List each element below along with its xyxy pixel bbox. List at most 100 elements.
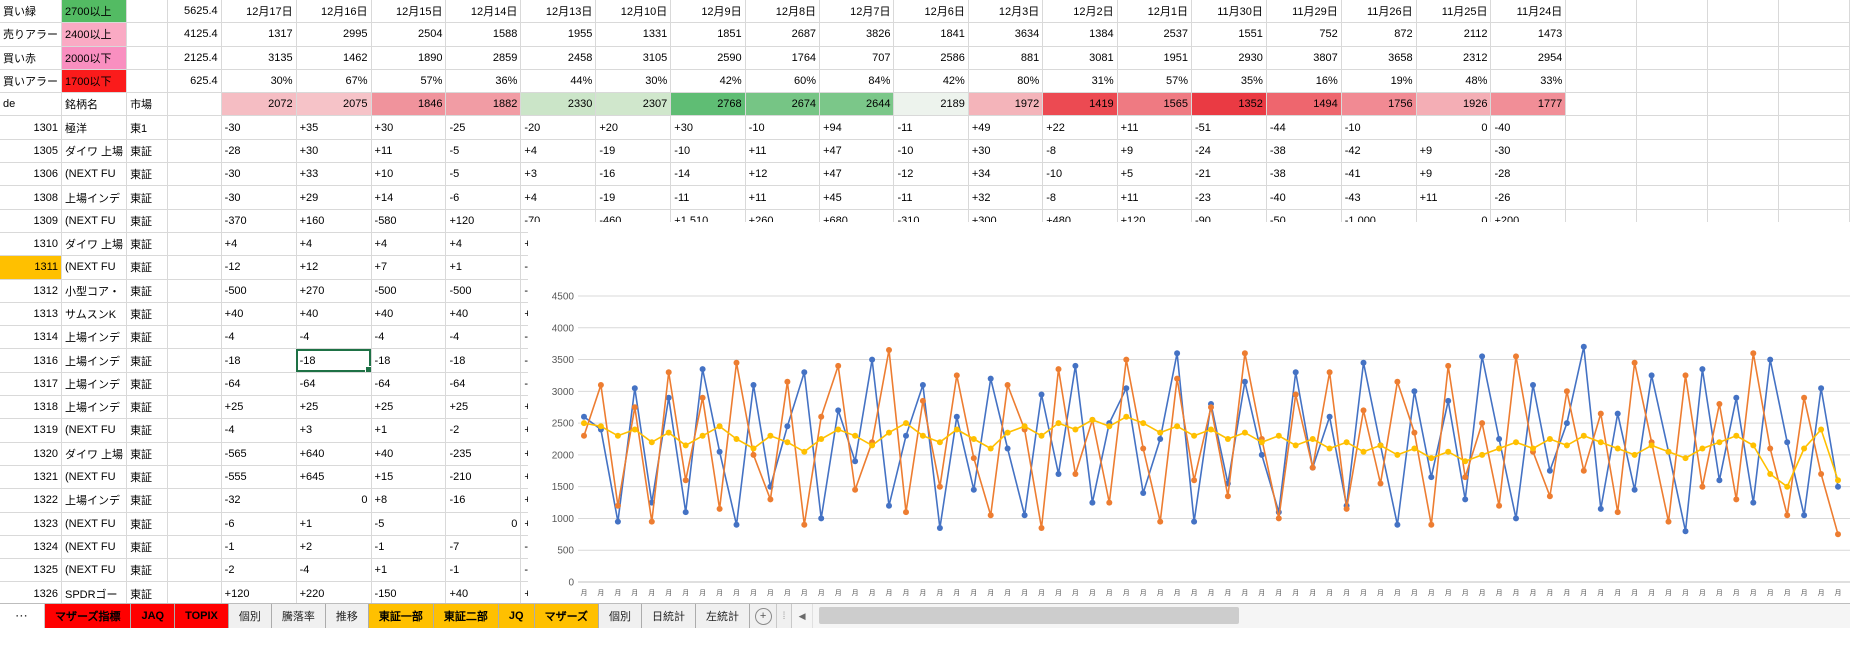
stock-code-cell[interactable]: 1309: [0, 209, 62, 233]
value-cell[interactable]: -32: [221, 488, 297, 513]
grid-cell[interactable]: 30%: [221, 69, 297, 94]
empty-cell[interactable]: [1565, 46, 1638, 70]
value-cell[interactable]: -23: [1191, 185, 1267, 210]
value-cell[interactable]: +47: [819, 139, 895, 164]
sheet-tab[interactable]: JAQ: [131, 604, 176, 628]
column-header-code[interactable]: de: [0, 92, 62, 117]
stock-code-cell[interactable]: 1314: [0, 325, 62, 350]
stock-code-cell[interactable]: 1318: [0, 395, 62, 420]
date-header-cell[interactable]: 12月9日: [670, 0, 746, 24]
value-cell[interactable]: -1: [221, 535, 297, 560]
value-cell[interactable]: +11: [1416, 185, 1492, 210]
colorscale-cell[interactable]: 1565: [1117, 92, 1193, 117]
value-cell[interactable]: -500: [371, 279, 447, 303]
value-cell[interactable]: -11: [893, 185, 969, 210]
value-cell[interactable]: +40: [221, 302, 297, 327]
grid-cell[interactable]: 42%: [893, 69, 969, 94]
value-cell[interactable]: -4: [296, 558, 372, 583]
date-header-cell[interactable]: 12月10日: [595, 0, 672, 24]
stock-name-cell[interactable]: (NEXT FU: [61, 535, 128, 560]
colorscale-cell[interactable]: 2075: [296, 92, 372, 117]
empty-cell[interactable]: [167, 185, 222, 210]
value-cell[interactable]: -6: [445, 185, 522, 210]
date-header-cell[interactable]: 12月8日: [745, 0, 821, 24]
colorscale-cell[interactable]: 2674: [745, 92, 821, 117]
colorscale-cell[interactable]: 1352: [1191, 92, 1267, 117]
value-cell[interactable]: +3: [296, 418, 372, 443]
value-cell[interactable]: +33: [296, 162, 372, 187]
stock-market-cell[interactable]: 東証: [126, 558, 168, 583]
empty-cell[interactable]: [167, 139, 222, 164]
stock-name-cell[interactable]: 極洋: [61, 115, 128, 140]
grid-cell[interactable]: 16%: [1266, 69, 1342, 94]
colorscale-cell[interactable]: 1926: [1416, 92, 1492, 117]
value-cell[interactable]: +25: [221, 395, 297, 420]
value-cell[interactable]: -51: [1191, 115, 1267, 140]
stock-market-cell[interactable]: 東証: [126, 279, 168, 303]
column-header-name[interactable]: 銘柄名: [61, 92, 128, 117]
column-header-market[interactable]: 市場: [126, 92, 168, 117]
grid-cell[interactable]: 57%: [1117, 69, 1193, 94]
stock-name-cell[interactable]: ダイワ 上場: [61, 442, 128, 466]
grid-cell[interactable]: 1764: [745, 46, 821, 70]
value-cell[interactable]: -10: [1042, 162, 1118, 187]
value-cell[interactable]: -555: [221, 465, 297, 490]
sheet-tab[interactable]: 個別: [599, 604, 643, 628]
value-cell[interactable]: -5: [445, 162, 522, 187]
grid-cell[interactable]: 2112: [1416, 22, 1492, 47]
empty-cell[interactable]: [167, 418, 222, 443]
threshold-cell[interactable]: 2700以上: [61, 0, 128, 24]
threshold-cell[interactable]: 2400以上: [61, 22, 128, 47]
stock-market-cell[interactable]: 東証: [126, 209, 168, 233]
empty-cell[interactable]: [167, 232, 222, 257]
value-cell[interactable]: -38: [1266, 162, 1342, 187]
sheet-tab[interactable]: 東証一部: [368, 604, 434, 628]
empty-cell[interactable]: [1636, 46, 1709, 70]
colorscale-cell[interactable]: 1756: [1341, 92, 1417, 117]
empty-cell[interactable]: [167, 348, 222, 373]
grid-cell[interactable]: 2504: [371, 22, 447, 47]
grid-cell[interactable]: 1331: [595, 22, 672, 47]
value-cell[interactable]: -38: [1266, 139, 1342, 164]
empty-cell[interactable]: [1636, 0, 1709, 24]
value-cell[interactable]: -5: [445, 139, 522, 164]
stock-name-cell[interactable]: 小型コア・: [61, 279, 128, 303]
stock-market-cell[interactable]: 東証: [126, 232, 168, 257]
value-cell[interactable]: +2: [296, 535, 372, 560]
empty-cell[interactable]: [1707, 22, 1779, 47]
threshold-cell[interactable]: 2000以下: [61, 46, 128, 70]
value-cell[interactable]: +3: [520, 162, 597, 187]
value-cell[interactable]: -10: [893, 139, 969, 164]
stock-market-cell[interactable]: 東1: [126, 115, 168, 140]
grid-cell[interactable]: 3135: [221, 46, 297, 70]
grid-cell[interactable]: 2995: [296, 22, 372, 47]
value-cell[interactable]: +1: [371, 558, 447, 583]
stock-code-cell[interactable]: 1325: [0, 558, 62, 583]
value-cell[interactable]: +12: [745, 162, 821, 187]
empty-cell[interactable]: [167, 465, 222, 490]
embedded-chart[interactable]: 0 500 1000 1500 2000 2500 3000 3500 4000 4500 月 月 月 月…: [528, 222, 1850, 603]
stock-code-cell[interactable]: 1326: [0, 581, 62, 603]
stock-market-cell[interactable]: 東証: [126, 139, 168, 164]
value-cell[interactable]: -40: [1490, 115, 1567, 140]
value-cell[interactable]: +120: [445, 209, 522, 233]
date-header-cell[interactable]: 12月6日: [893, 0, 969, 24]
value-cell[interactable]: +25: [296, 395, 372, 420]
value-cell[interactable]: +220: [296, 581, 372, 603]
empty-cell[interactable]: [1636, 162, 1709, 187]
empty-cell[interactable]: [1565, 92, 1638, 117]
empty-cell[interactable]: [1565, 115, 1638, 140]
value-cell[interactable]: -64: [221, 372, 297, 397]
value-cell[interactable]: -2: [445, 418, 522, 443]
empty-cell[interactable]: [1778, 185, 1850, 210]
empty-cell[interactable]: [1778, 115, 1850, 140]
sheet-tab[interactable]: 日統計: [642, 604, 697, 628]
sheet-tab[interactable]: 左統計: [696, 604, 751, 628]
empty-cell[interactable]: [126, 22, 168, 47]
value-cell[interactable]: +9: [1117, 139, 1193, 164]
grid-cell[interactable]: 35%: [1191, 69, 1267, 94]
value-cell[interactable]: +30: [670, 115, 746, 140]
stock-market-cell[interactable]: 東証: [126, 255, 168, 280]
grid-cell[interactable]: 2590: [670, 46, 746, 70]
row-label[interactable]: 売りアラー: [0, 22, 62, 47]
